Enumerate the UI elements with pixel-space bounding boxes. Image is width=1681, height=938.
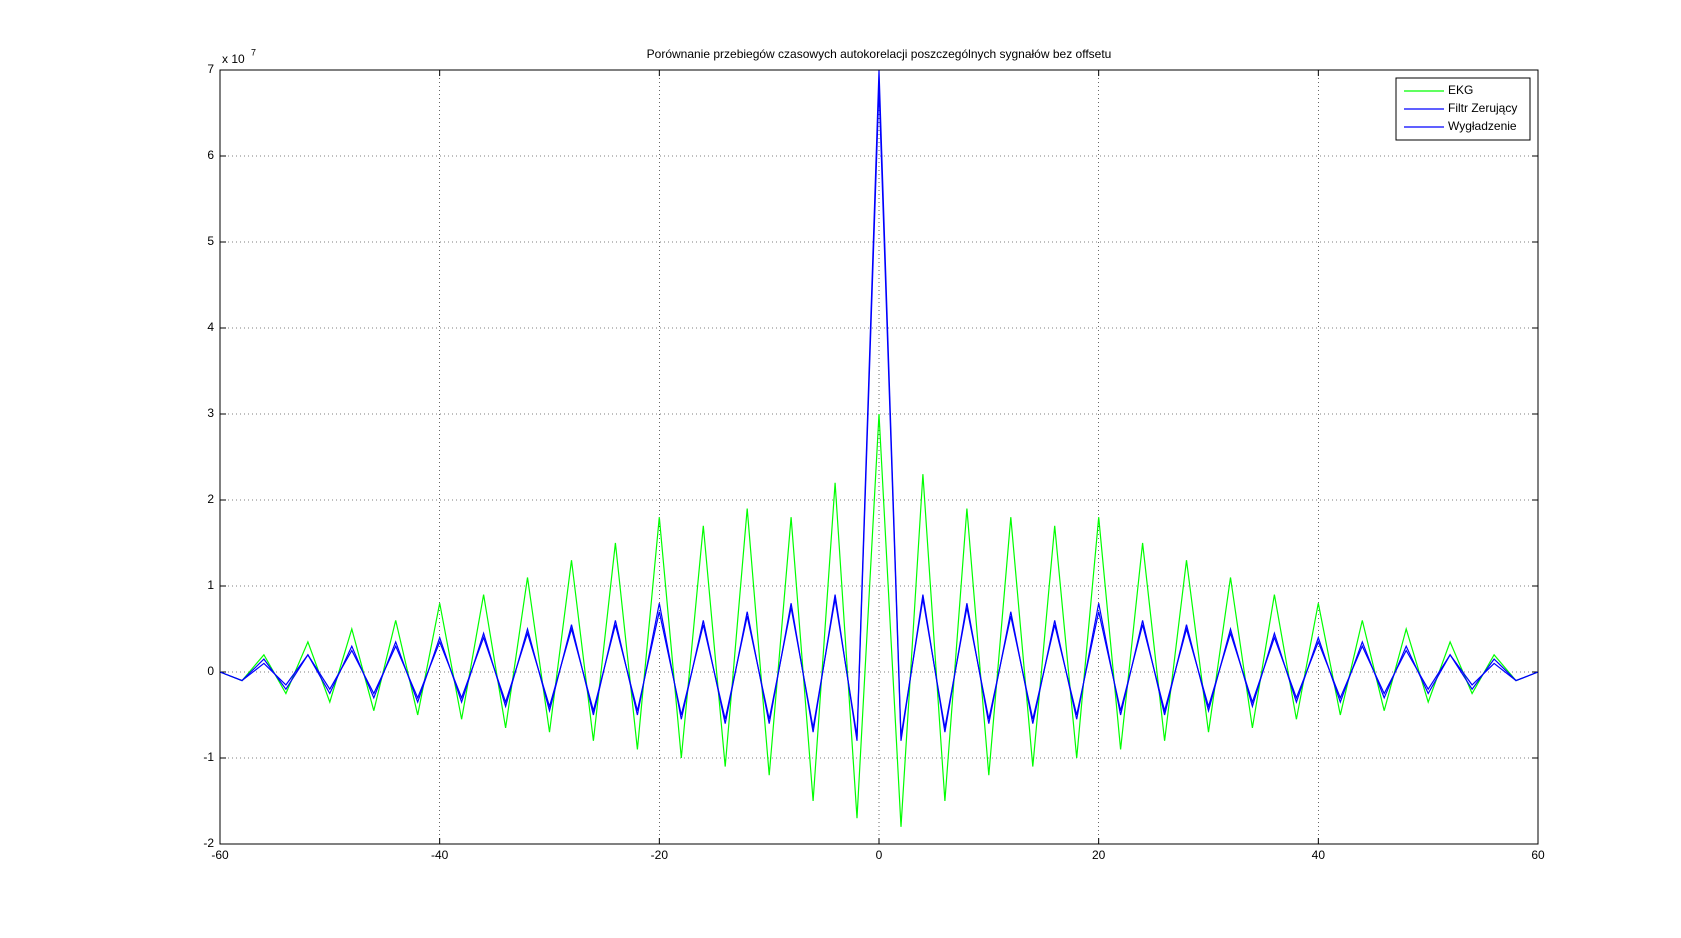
chart-title: Porównanie przebiegów czasowych autokore… [647, 47, 1112, 61]
legend-label: Wygładzenie [1448, 119, 1517, 133]
x-tick-label: 20 [1092, 848, 1106, 862]
series-line [219, 87, 1539, 741]
y-multiplier: x 10 [222, 52, 245, 66]
y-tick-label: 5 [207, 234, 214, 248]
x-tick-label: 60 [1531, 848, 1545, 862]
series-line [219, 413, 1539, 827]
legend-label: Filtr Zerujący [1448, 101, 1517, 115]
y-exponent: 7 [251, 47, 256, 57]
legend-label: EKG [1448, 83, 1473, 97]
x-tick-label: 40 [1312, 848, 1326, 862]
y-tick-label: 4 [207, 320, 214, 334]
x-tick-label: -60 [211, 848, 229, 862]
x-tick-label: 0 [876, 848, 883, 862]
y-tick-label: 6 [207, 148, 214, 162]
y-tick-label: 1 [207, 578, 214, 592]
y-tick-label: 3 [207, 406, 214, 420]
y-tick-label: 0 [207, 664, 214, 678]
x-tick-label: -40 [431, 848, 449, 862]
y-tick-label: -1 [203, 750, 214, 764]
y-tick-label: -2 [203, 836, 214, 850]
y-tick-label: 7 [207, 62, 214, 76]
axes-box [219, 69, 1539, 845]
x-tick-label: -20 [651, 848, 669, 862]
y-tick-label: 2 [207, 492, 214, 506]
